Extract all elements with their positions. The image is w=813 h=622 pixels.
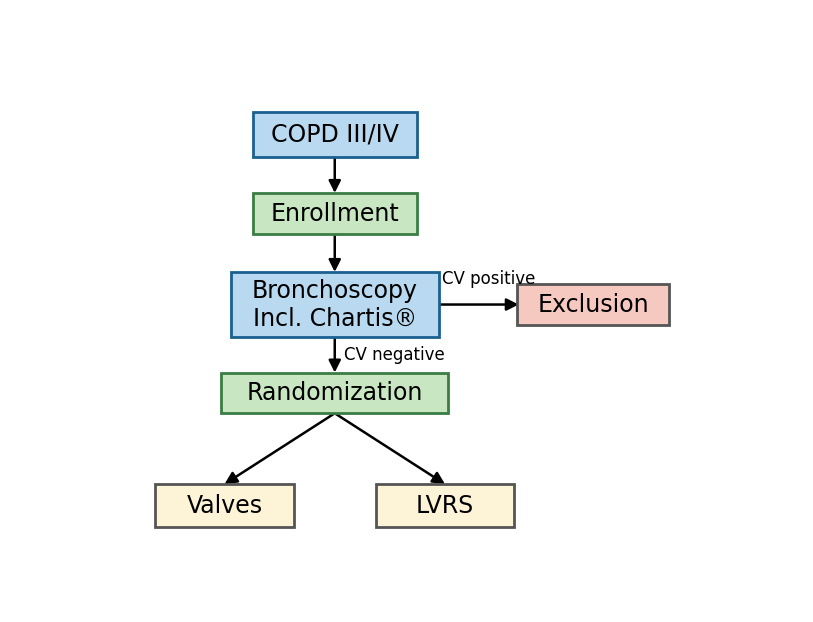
FancyBboxPatch shape [155, 484, 293, 527]
Text: Exclusion: Exclusion [537, 292, 649, 317]
FancyBboxPatch shape [221, 373, 448, 414]
FancyBboxPatch shape [253, 193, 417, 234]
Text: LVRS: LVRS [416, 494, 474, 518]
Text: Enrollment: Enrollment [271, 202, 399, 226]
FancyBboxPatch shape [376, 484, 515, 527]
Text: Randomization: Randomization [246, 381, 423, 405]
Text: Valves: Valves [186, 494, 263, 518]
Text: COPD III/IV: COPD III/IV [271, 123, 398, 147]
FancyBboxPatch shape [231, 272, 439, 337]
FancyBboxPatch shape [518, 284, 668, 325]
Text: CV positive: CV positive [442, 270, 535, 288]
Text: CV negative: CV negative [344, 346, 445, 364]
Text: Bronchoscopy
Incl. Chartis®: Bronchoscopy Incl. Chartis® [252, 279, 418, 330]
FancyBboxPatch shape [253, 112, 417, 157]
